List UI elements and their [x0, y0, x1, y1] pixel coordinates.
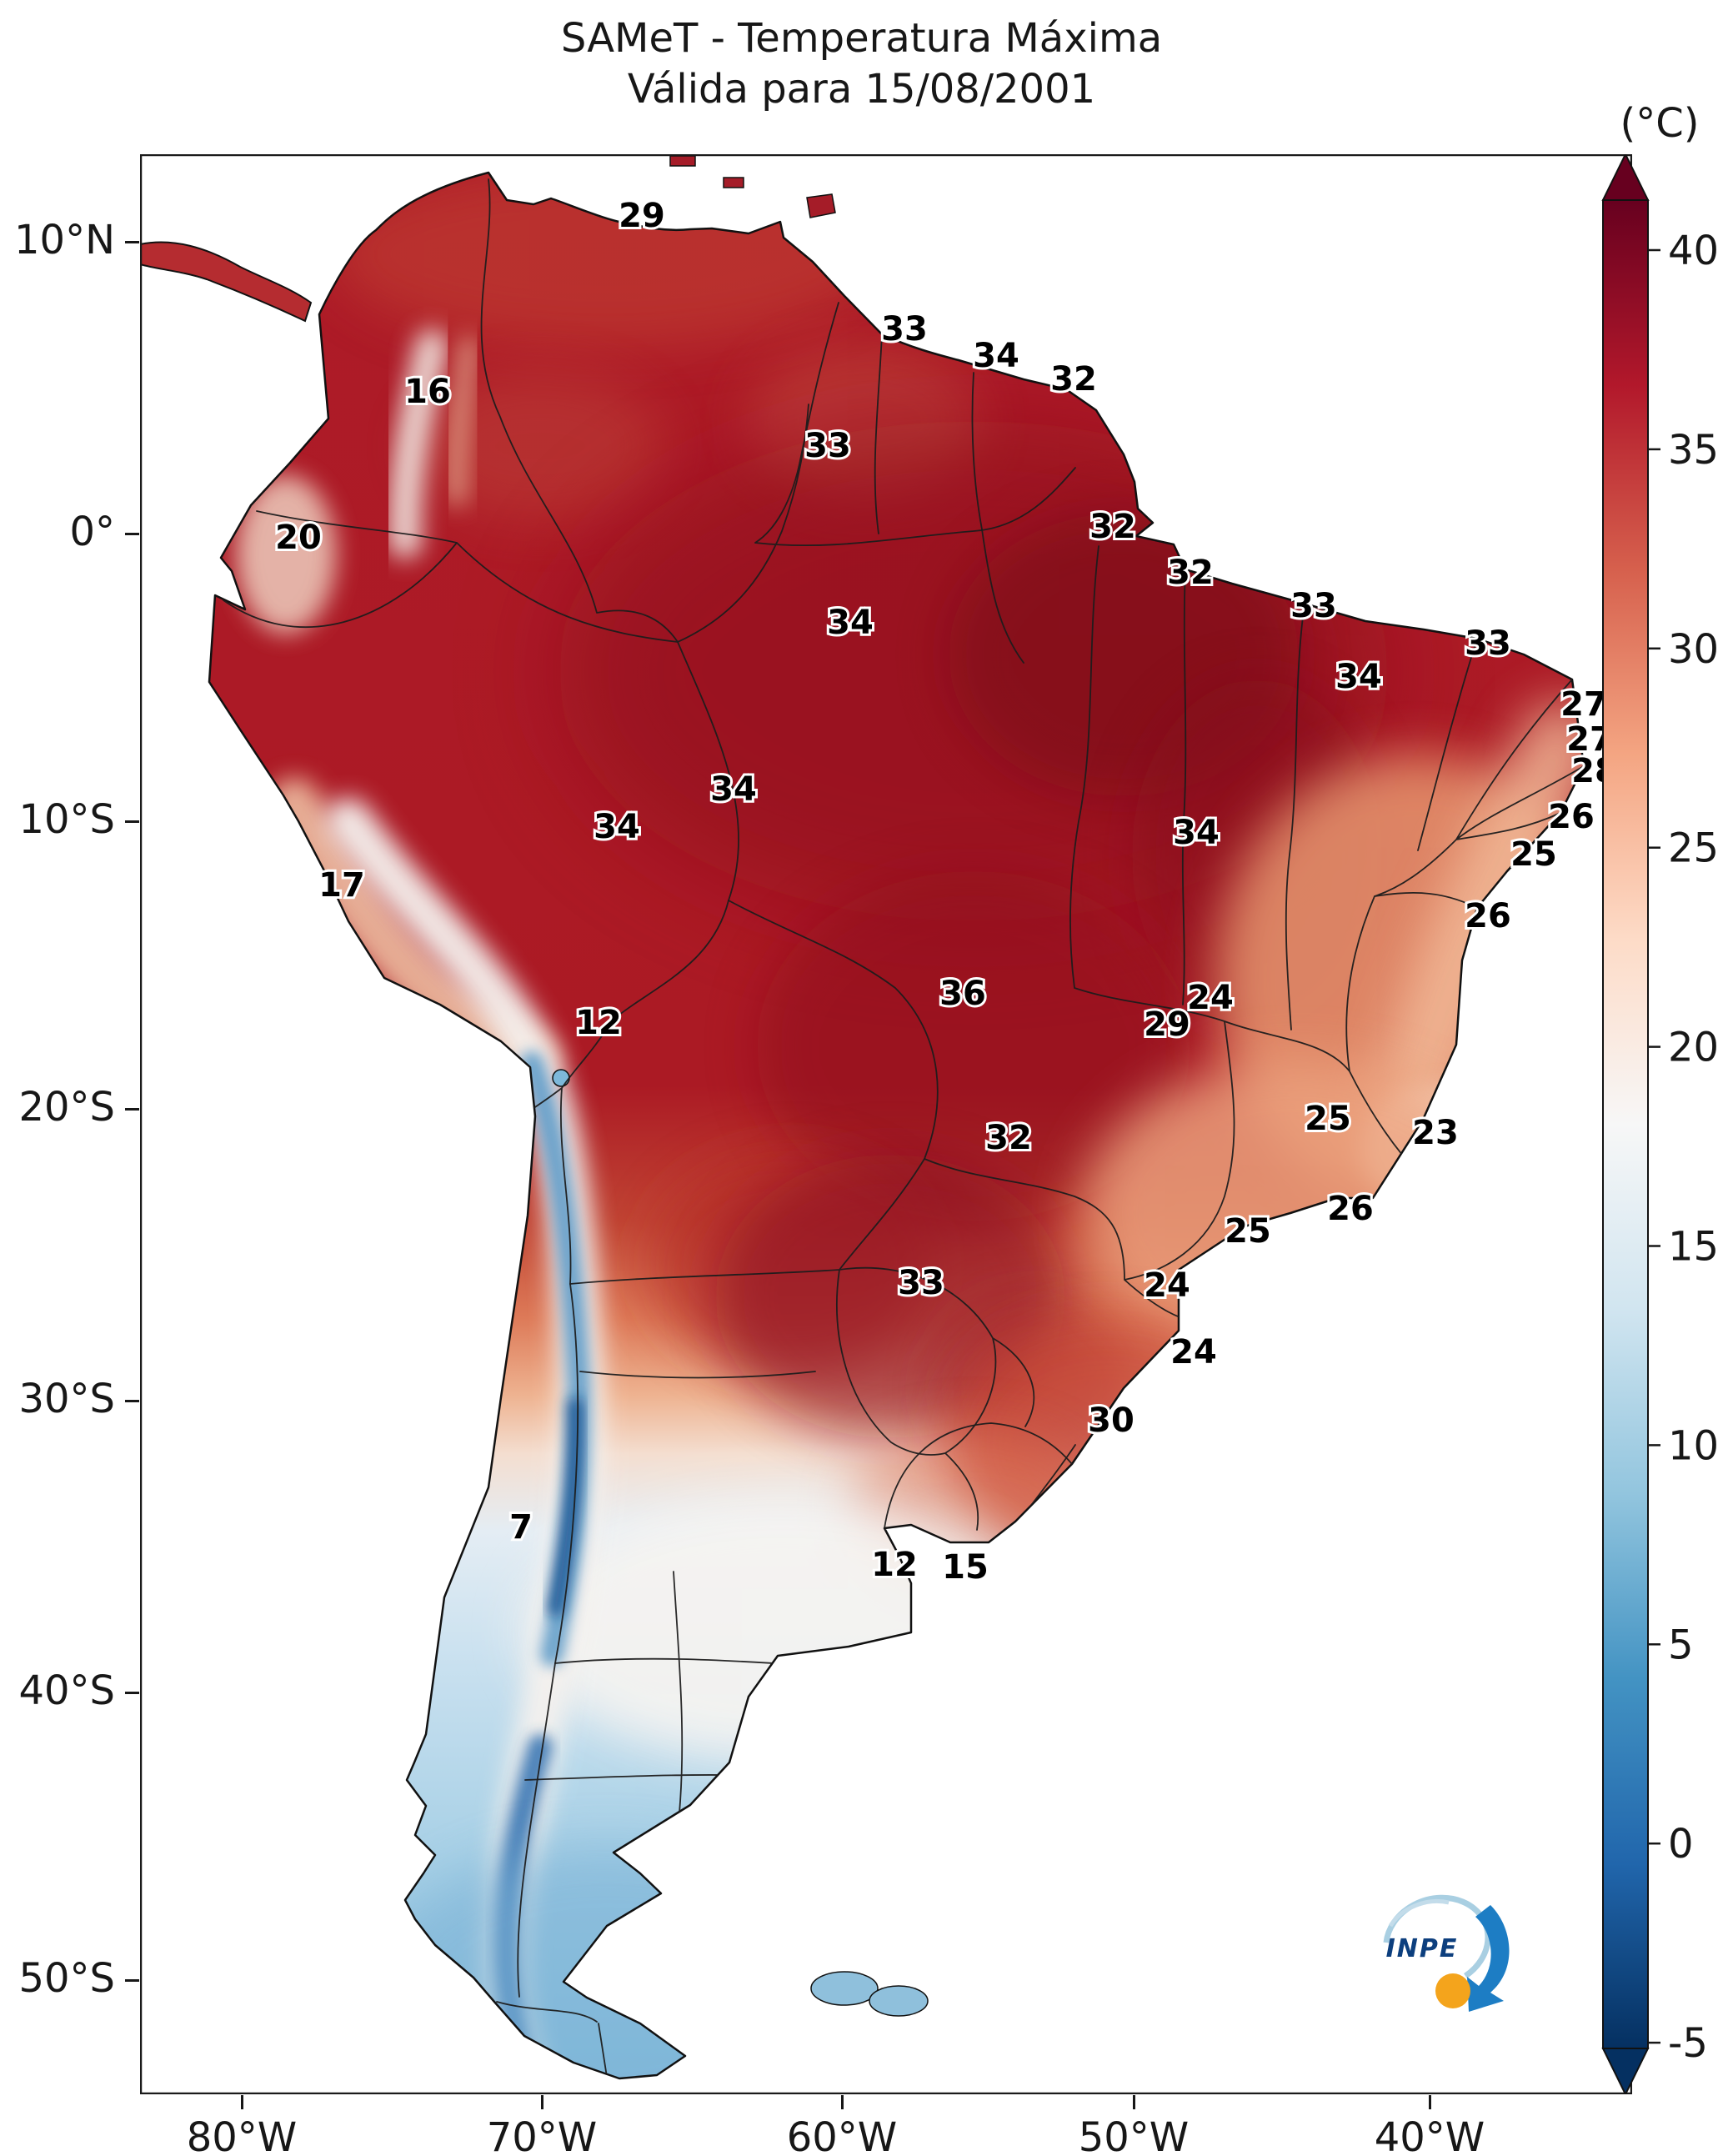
lat-tick-mark: [125, 241, 139, 243]
colorbar-tick-label: 15: [1668, 1224, 1719, 1271]
lon-tick-mark: [241, 2095, 243, 2109]
temperature-label: 17: [318, 866, 365, 905]
caribbean-island: [723, 177, 744, 188]
temperature-label: 32: [985, 1119, 1032, 1157]
lat-tick-label: 50°S: [18, 1955, 115, 2002]
temperature-label: 7: [509, 1508, 533, 1547]
colorbar-plot: 40 35 30 25 20 15 10 5 0 -5: [1601, 152, 1719, 2097]
colorbar-tick-label: 30: [1668, 626, 1719, 673]
lon-tick-label: 40°W: [1374, 2114, 1485, 2156]
colorbar-tick-label: -5: [1668, 2020, 1708, 2067]
temperature-label: 33: [1290, 587, 1337, 625]
lon-tick-label: 70°W: [486, 2114, 598, 2156]
lat-tick-label: 10°S: [18, 796, 115, 843]
colorbar-extend-bottom: [1601, 2048, 1650, 2097]
title-line1: SAMeT - Temperatura Máxima: [560, 15, 1163, 62]
colorbar-unit-label: (°C): [1620, 100, 1700, 147]
temperature-label: 33: [804, 427, 851, 465]
temperature-label: 27: [1560, 685, 1607, 724]
falkland-island: [810, 1971, 879, 2006]
lat-tick-mark: [125, 1979, 139, 1982]
lon-tick-label: 80°W: [186, 2114, 298, 2156]
temperature-label: 36: [939, 975, 986, 1013]
temperature-label: 29: [619, 197, 665, 235]
temperature-label: 24: [1144, 1266, 1190, 1305]
inpe-logo-text: INPE: [1386, 1934, 1459, 1963]
temperature-label: 25: [1305, 1100, 1351, 1138]
colorbar-gradient-bar: [1602, 199, 1649, 2049]
temperature-label: 34: [710, 770, 757, 809]
temperature-label: 34: [1335, 658, 1382, 696]
temperature-label: 33: [1465, 624, 1511, 663]
temperature-label: 24: [1187, 979, 1234, 1017]
caribbean-island: [669, 155, 696, 167]
lake-titicaca: [552, 1069, 570, 1087]
temperature-label: 34: [973, 337, 1019, 375]
figure-title: SAMeT - Temperatura Máxima Válida para 1…: [0, 13, 1723, 116]
temperature-label: 26: [1548, 798, 1595, 836]
temperature-label: 23: [1412, 1114, 1459, 1152]
temperature-label: 34: [1173, 814, 1220, 852]
temperature-label: 25: [1225, 1212, 1271, 1251]
lat-tick-mark: [125, 1108, 139, 1111]
colorbar-tick-label: 10: [1668, 1422, 1719, 1469]
lat-tick-label: 10°N: [14, 217, 115, 263]
inpe-sun-icon: [1435, 1973, 1470, 2008]
inpe-swirl-icon: [1388, 1898, 1450, 1928]
lat-tick-mark: [125, 533, 139, 535]
inpe-logo: INPE: [1383, 1894, 1510, 2012]
temperature-label: 34: [594, 808, 640, 846]
lon-tick-mark: [1429, 2095, 1431, 2109]
lon-tick-label: 50°W: [1078, 2114, 1190, 2156]
colorbar-tick-label: 35: [1668, 427, 1719, 474]
temperature-label: 20: [275, 519, 322, 557]
temperature-label: 12: [871, 1546, 918, 1584]
temperature-label: 12: [575, 1004, 622, 1042]
lon-tick-mark: [541, 2095, 543, 2109]
temperature-label: 32: [1167, 554, 1214, 592]
temperature-label: 25: [1510, 835, 1557, 874]
lon-tick-label: 60°W: [786, 2114, 898, 2156]
lat-tick-label: 40°S: [18, 1667, 115, 1714]
temperature-label: 26: [1327, 1190, 1374, 1228]
lat-tick-mark: [125, 1400, 139, 1402]
temperature-label: 29: [1144, 1005, 1190, 1044]
temperature-label: 33: [898, 1264, 944, 1302]
lat-tick-label: 20°S: [18, 1084, 115, 1131]
temperature-label: 16: [404, 373, 451, 411]
map-area: 29 33 34 32 16 33 32 20 32 33 34 33 34 27 27 28 34 26 34 34…: [139, 153, 1633, 2095]
temperature-label: 32: [1089, 508, 1136, 546]
colorbar-tick-label: 40: [1668, 228, 1719, 274]
colorbar-tick-label: 5: [1668, 1622, 1694, 1668]
lat-tick-mark: [125, 820, 139, 823]
colorbar-tick-label: 25: [1668, 825, 1719, 872]
lat-tick-label: 0°: [69, 509, 115, 555]
lat-tick-mark: [125, 1692, 139, 1694]
temperature-label: 34: [827, 604, 874, 642]
colorbar-ticks: 40 35 30 25 20 15 10 5 0 -5: [1648, 228, 1719, 2067]
lon-tick-mark: [841, 2095, 844, 2109]
south-america-coastline: [208, 171, 1585, 2080]
falkland-island: [869, 1985, 929, 2017]
colorbar: 40 35 30 25 20 15 10 5 0 -5: [1596, 152, 1723, 2097]
colorbar-tick-label: 20: [1668, 1025, 1719, 1071]
inpe-arrow-icon: [1467, 1905, 1510, 2012]
colorbar-extend-top: [1601, 152, 1650, 201]
temperature-label: 30: [1088, 1401, 1134, 1440]
temperature-label: 15: [942, 1548, 989, 1587]
lat-tick-label: 30°S: [18, 1376, 115, 1422]
title-line2: Válida para 15/08/2001: [627, 66, 1096, 113]
temperature-label: 33: [881, 310, 928, 348]
trinidad-island: [806, 193, 836, 218]
lon-tick-mark: [1133, 2095, 1135, 2109]
temperature-field: [209, 173, 1584, 2078]
colorbar-tick-label: 0: [1668, 1821, 1694, 1868]
temperature-label: 24: [1170, 1333, 1217, 1371]
panama-landmass: [139, 241, 313, 323]
temperature-label: 32: [1050, 360, 1097, 399]
temperature-label: 26: [1465, 897, 1511, 935]
